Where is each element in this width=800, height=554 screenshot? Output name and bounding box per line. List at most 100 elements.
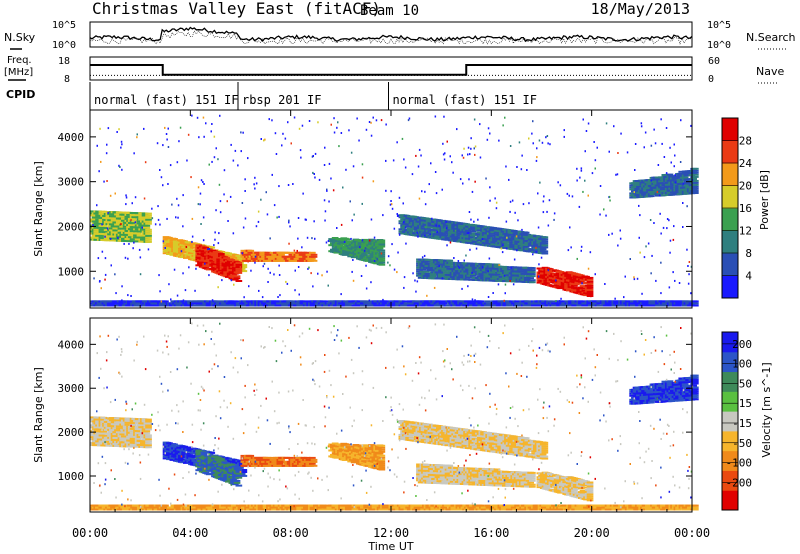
power-cell bbox=[197, 263, 204, 265]
power-cell bbox=[214, 238, 216, 241]
power-cell bbox=[403, 221, 405, 224]
power-cell bbox=[632, 186, 640, 189]
power-cell bbox=[487, 270, 489, 273]
power-cell bbox=[433, 286, 436, 289]
power-cell bbox=[119, 166, 121, 168]
power-cell bbox=[340, 223, 343, 226]
power-cell bbox=[275, 153, 278, 155]
power-cell bbox=[119, 227, 126, 230]
power-cell bbox=[235, 280, 243, 282]
power-cell bbox=[495, 235, 503, 238]
power-cell bbox=[557, 279, 564, 282]
power-cell bbox=[551, 304, 558, 307]
power-cell bbox=[470, 147, 472, 150]
velocity-cell bbox=[126, 421, 133, 424]
power-cell bbox=[293, 116, 296, 119]
velocity-cell bbox=[105, 444, 113, 447]
power-cell bbox=[369, 249, 377, 252]
velocity-cell bbox=[119, 439, 126, 442]
power-cell bbox=[569, 226, 571, 229]
power-cell bbox=[685, 300, 692, 303]
chart-title: Christmas Valley East (fitACF) bbox=[92, 0, 381, 18]
power-cell bbox=[209, 259, 216, 262]
power-cell bbox=[497, 240, 504, 243]
power-cell bbox=[434, 171, 437, 173]
power-cell bbox=[477, 300, 485, 303]
power-cell bbox=[429, 224, 436, 227]
cpid-label: CPID bbox=[6, 88, 35, 101]
noise-left-tick-bottom: 10^0 bbox=[52, 40, 76, 51]
power-cell bbox=[444, 238, 452, 241]
power-cell bbox=[121, 299, 123, 302]
power-cell bbox=[422, 274, 430, 277]
power-cell bbox=[175, 216, 177, 219]
power-cell bbox=[378, 259, 386, 262]
power-cell bbox=[126, 211, 133, 214]
power-cell bbox=[508, 178, 510, 181]
power-cell bbox=[491, 277, 499, 280]
power-cell bbox=[151, 207, 153, 210]
power-cell bbox=[378, 243, 386, 246]
power-cell bbox=[266, 213, 269, 216]
power-cell bbox=[548, 199, 551, 202]
power-cell bbox=[580, 167, 583, 170]
freq-tick-bottom: 8 bbox=[64, 74, 70, 85]
power-cell bbox=[347, 249, 354, 252]
power-cell bbox=[382, 214, 384, 217]
power-cell bbox=[344, 304, 352, 307]
power-cell bbox=[655, 279, 657, 282]
power-cell bbox=[436, 261, 443, 264]
power-cell bbox=[403, 214, 411, 217]
power-cell bbox=[185, 246, 188, 248]
velocity-cell bbox=[109, 419, 116, 422]
velocity-cell bbox=[127, 433, 135, 436]
power-cell bbox=[191, 240, 193, 243]
power-cell bbox=[213, 135, 216, 138]
velocity-cell bbox=[96, 438, 104, 441]
power-cell bbox=[105, 232, 107, 235]
power-cell bbox=[441, 236, 448, 239]
power-cell bbox=[209, 257, 216, 260]
power-cell bbox=[207, 265, 215, 268]
power-cell bbox=[211, 123, 213, 125]
power-cell bbox=[502, 244, 504, 247]
power-cell bbox=[197, 186, 200, 189]
power-cell bbox=[273, 273, 275, 276]
velocity-cell bbox=[115, 417, 123, 420]
power-cell bbox=[96, 144, 98, 147]
power-cell bbox=[96, 204, 98, 207]
power-cell bbox=[211, 160, 213, 163]
power-cell bbox=[392, 159, 395, 162]
velocity-cell bbox=[131, 425, 139, 428]
power-cell bbox=[262, 265, 264, 268]
power-cell bbox=[654, 142, 657, 145]
power-cell bbox=[505, 220, 508, 223]
power-cell bbox=[271, 119, 273, 122]
power-cell bbox=[300, 251, 308, 254]
power-cell bbox=[177, 216, 179, 219]
power-cell bbox=[369, 239, 377, 242]
velocity-cell bbox=[133, 445, 140, 448]
power-cell bbox=[172, 240, 180, 243]
power-cell bbox=[415, 154, 417, 157]
power-cell bbox=[481, 238, 484, 240]
power-cell bbox=[470, 238, 477, 241]
beam-label: Beam 10 bbox=[360, 3, 419, 19]
power-cell bbox=[129, 230, 137, 233]
power-cell bbox=[335, 240, 342, 242]
power-cell bbox=[112, 229, 120, 232]
power-cell bbox=[413, 300, 421, 303]
power-cell bbox=[515, 235, 518, 238]
power-cell bbox=[195, 267, 197, 270]
power-cell bbox=[668, 286, 671, 289]
power-cell bbox=[586, 284, 594, 287]
power-cell bbox=[232, 232, 235, 235]
power-cell bbox=[136, 136, 138, 139]
power-cell bbox=[375, 244, 382, 247]
power-cell bbox=[121, 143, 123, 146]
power-cell bbox=[254, 251, 261, 254]
power-cell bbox=[543, 281, 551, 284]
power-cell bbox=[584, 150, 586, 153]
power-cell bbox=[660, 300, 667, 303]
power-cell bbox=[517, 219, 519, 222]
